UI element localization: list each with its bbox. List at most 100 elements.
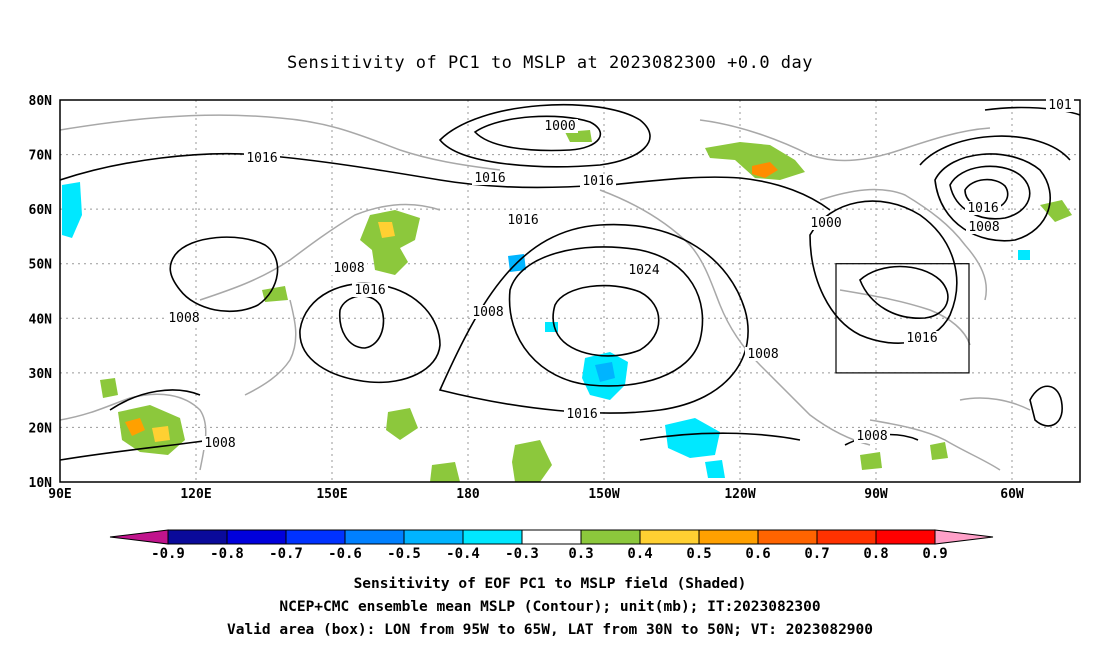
shade-positive-patch [118,405,185,455]
shade-positive-patch [930,442,948,460]
lon-tick-label: 90W [864,487,888,502]
valid-area-box [835,263,970,374]
sensitivity-shading [62,130,1072,482]
contour-label-background [966,220,1002,234]
contour-label: 1000 [810,216,841,231]
lon-tick-label: 150W [588,487,619,502]
contour-label: 1016 [474,171,505,186]
contour-label-background [542,119,578,133]
contour-label-background [202,436,238,450]
contour-label-background [854,429,890,443]
colorbar-swatch [226,529,287,545]
shade-positive-patch [152,426,170,442]
contour-label-background [580,174,616,188]
shade-positive-patch [512,440,552,482]
contour-label: 1008 [856,429,887,444]
lat-tick-label: 10N [29,476,53,491]
contour-label-background [470,305,506,319]
colorbar-label: 0.6 [745,546,770,562]
shade-negative-patch [665,418,720,458]
colorbar-high-end-triangle [934,529,994,545]
contour-label: 1024 [628,263,659,278]
contour-label: 1016 [507,213,538,228]
shade-negative-patch [595,362,615,382]
contour-label-background [472,171,508,185]
shade-positive-patch [752,162,778,178]
contour-label-background [1046,98,1074,112]
contour-label-background [965,201,1001,215]
colorbar-swatch [462,529,523,545]
shade-positive-patch [430,462,460,482]
contour-label: 1016 [906,331,937,346]
shade-negative-patch [705,460,725,478]
contour-label: 1016 [246,151,277,166]
colorbar-swatch [521,529,582,545]
shade-positive-patch [360,210,420,275]
contour-label-background [505,213,541,227]
caption-line: Valid area (box): LON from 95W to 65W, L… [227,622,873,638]
colorbar: -0.9 -0.8 -0.7 -0.6 -0.5 -0.4 -0.3 0.3 0.4 0.5 0.6… [109,529,994,562]
colorbar-label: 0.5 [686,546,711,562]
lon-tick-label: 120E [180,487,211,502]
lat-tick-label: 60N [29,203,53,218]
shade-positive-patch [378,222,395,238]
shade-positive-patch [386,408,418,440]
map-panel [60,100,1080,482]
grid-lines [60,100,1080,482]
contour-label-background [244,151,280,165]
contour-label-background [745,347,781,361]
colorbar-swatch [580,529,641,545]
lat-tick-label: 80N [29,94,53,109]
contour-label: 1008 [472,305,503,320]
colorbar-swatch [344,529,405,545]
shade-positive-patch [100,378,118,398]
lon-tick-label: 180 [456,487,480,502]
contour-label: 1016 [566,407,597,422]
shade-positive-patch [705,142,805,180]
colorbar-swatch [403,529,464,545]
contour-label: 1008 [168,311,199,326]
contour-label: 1000 [544,119,575,134]
colorbar-swatch [285,529,346,545]
colorbar-label: -0.5 [387,546,421,562]
lat-tick-label: 40N [29,312,53,327]
colorbar-label: 0.3 [568,546,593,562]
colorbar-label: 0.7 [804,546,829,562]
colorbar-label: -0.7 [269,546,303,562]
shade-positive-patch [1040,200,1072,222]
latitude-axis: 80N 70N 60N 50N 40N 30N 20N 10N [29,94,53,491]
contour-label-background [166,311,202,325]
shade-positive-patch [860,452,882,470]
colorbar-swatch [639,529,700,545]
colorbar-label: 0.4 [627,546,652,562]
colorbar-label: -0.3 [505,546,539,562]
contour-label: 1016 [354,283,385,298]
contour-label: 1008 [968,220,999,235]
shade-negative-patch [1018,250,1030,260]
contour-label: 1016 [582,174,613,189]
colorbar-swatch [698,529,759,545]
lon-tick-label: 150E [316,487,347,502]
colorbar-swatch [816,529,877,545]
contour-label-background [904,331,940,345]
contour-label-background [626,263,662,277]
colorbar-low-end-triangle [109,529,169,545]
mslp-contours [60,103,1080,461]
contour-label: 1016 [967,201,998,216]
longitude-axis: 90E 120E 150E 180 150W 120W 90W 60W [48,487,1024,502]
colorbar-label: -0.8 [210,546,244,562]
colorbar-label: 0.9 [922,546,947,562]
contour-label: 1008 [204,436,235,451]
caption-line: Sensitivity of EOF PC1 to MSLP field (Sh… [354,576,747,592]
lat-tick-label: 20N [29,421,53,436]
lat-tick-label: 30N [29,367,53,382]
lat-tick-label: 70N [29,149,53,164]
colorbar-label: -0.4 [446,546,480,562]
contour-label-background [564,407,600,421]
contour-label-background [808,216,844,230]
lon-tick-label: 90E [48,487,71,502]
caption-line: NCEP+CMC ensemble mean MSLP (Contour); u… [279,599,820,615]
figure-title: Sensitivity of PC1 to MSLP at 2023082300… [287,53,813,73]
contour-label: 1008 [747,347,778,362]
